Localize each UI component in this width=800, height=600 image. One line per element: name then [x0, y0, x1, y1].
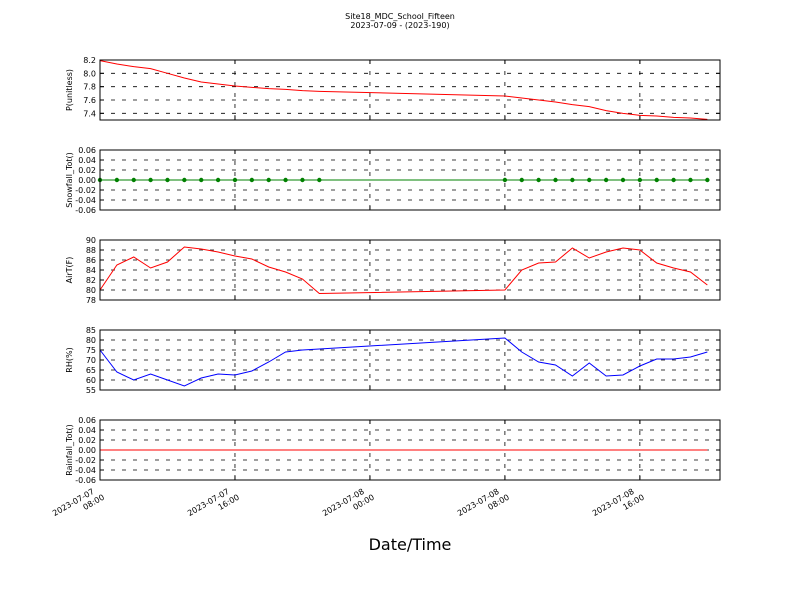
y-tick-label: 90 [86, 236, 96, 245]
y-tick-label: 65 [86, 366, 96, 375]
data-point [620, 177, 626, 183]
y-tick-label: 55 [86, 386, 96, 395]
plot-frame [99, 149, 721, 211]
data-point [536, 177, 541, 183]
y-tick-label: -0.02 [75, 456, 96, 465]
y-tick-label: 7.4 [83, 109, 96, 118]
data-point [283, 177, 288, 183]
y-axis-label: Snowfall_Tot() [65, 152, 74, 208]
data-point [570, 177, 575, 183]
y-tick-label: 0.00 [78, 446, 96, 455]
y-tick-label: 0.06 [78, 146, 96, 155]
data-line [99, 60, 708, 120]
y-tick-label: -0.06 [75, 476, 96, 485]
y-tick-label: 0.06 [78, 416, 96, 425]
data-point [603, 177, 609, 183]
chart-subtitle: 2023-07-09 - (2023-190) [350, 21, 449, 30]
data-point [705, 177, 710, 183]
y-tick-label: 88 [86, 246, 96, 255]
data-point [587, 177, 592, 183]
y-tick-label: 86 [86, 256, 96, 265]
y-tick-label: 78 [86, 296, 96, 305]
y-tick-label: 0.02 [78, 166, 96, 175]
y-tick-label: 80 [86, 286, 96, 295]
plot-frame [99, 419, 721, 481]
data-point [148, 177, 153, 183]
y-tick-label: 84 [86, 266, 96, 275]
data-point [300, 177, 305, 183]
y-tick-label: -0.04 [75, 466, 96, 475]
plot-frame [99, 329, 721, 391]
y-tick-label: -0.06 [75, 206, 96, 215]
y-tick-label: -0.04 [75, 196, 96, 205]
chart-title: Site18_MDC_School_Fifteen [345, 12, 455, 21]
data-point [131, 177, 136, 183]
data-point [502, 177, 508, 183]
y-tick-label: 8.2 [83, 56, 96, 65]
x-axis-label: Date/Time [369, 535, 452, 554]
y-tick-label: 75 [86, 346, 96, 355]
y-tick-label: 80 [86, 336, 96, 345]
y-axis-label: P(unitless) [65, 69, 74, 111]
plot-frame [99, 239, 721, 301]
data-point [654, 177, 659, 183]
y-tick-label: 0.04 [78, 426, 96, 435]
data-point [688, 177, 693, 183]
plot-frame [99, 59, 721, 121]
data-point [215, 177, 221, 183]
data-point [553, 177, 558, 183]
data-point [114, 177, 120, 183]
y-tick-label: 0.02 [78, 436, 96, 445]
y-tick-label: 7.6 [83, 96, 96, 105]
y-axis-label: RH(%) [65, 347, 74, 372]
data-point [249, 177, 255, 183]
y-tick-label: 8.0 [83, 69, 96, 78]
data-point [199, 177, 204, 183]
data-point [317, 177, 322, 183]
data-point [182, 177, 187, 183]
data-point [232, 177, 238, 183]
y-tick-label: 0.00 [78, 176, 96, 185]
data-line [99, 246, 708, 295]
y-axis-label: Rainfall_Tot() [65, 424, 74, 476]
y-tick-label: 60 [86, 376, 96, 385]
y-tick-label: 7.8 [83, 83, 96, 92]
data-point [519, 177, 524, 183]
data-point [671, 177, 676, 183]
y-tick-label: 82 [86, 276, 96, 285]
data-point [165, 177, 170, 183]
y-tick-label: 70 [86, 356, 96, 365]
data-point [637, 177, 643, 183]
y-tick-label: -0.02 [75, 186, 96, 195]
data-point [266, 177, 271, 183]
y-tick-label: 85 [86, 326, 96, 335]
y-axis-label: AirT(F) [65, 257, 74, 284]
y-tick-label: 0.04 [78, 156, 96, 165]
data-line [99, 337, 708, 387]
